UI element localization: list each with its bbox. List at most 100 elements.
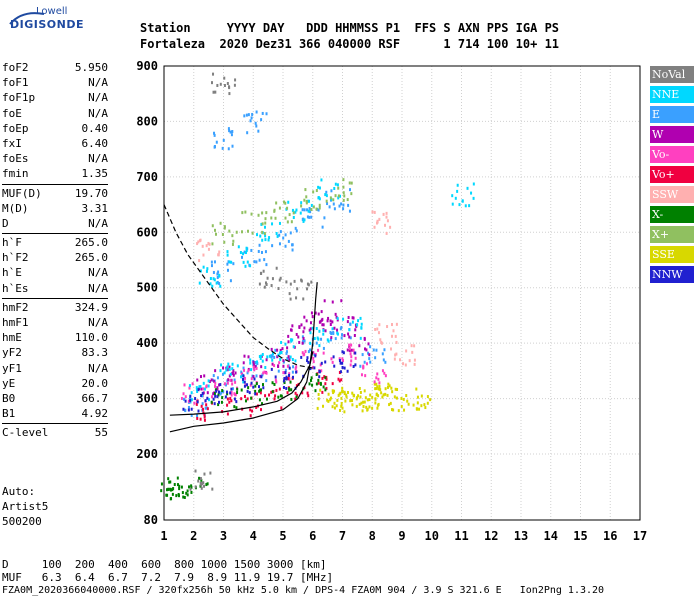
data-point: [289, 297, 292, 301]
data-point: [208, 380, 211, 384]
data-point: [250, 377, 253, 381]
data-point: [378, 323, 381, 327]
data-point: [249, 383, 252, 387]
data-point: [379, 338, 382, 342]
data-point: [214, 388, 217, 392]
data-point: [232, 239, 235, 243]
data-point: [291, 208, 294, 212]
data-point: [274, 378, 277, 382]
data-point: [271, 362, 274, 366]
data-point: [176, 476, 179, 480]
data-point: [210, 378, 213, 382]
data-point: [377, 377, 380, 381]
data-point: [322, 385, 325, 389]
data-point: [234, 78, 237, 82]
data-point: [322, 351, 325, 355]
data-point: [343, 334, 346, 338]
data-point: [342, 203, 345, 207]
data-point: [235, 230, 238, 234]
data-point: [317, 348, 320, 352]
data-point: [338, 359, 341, 363]
data-point: [231, 387, 234, 391]
data-point: [213, 402, 216, 406]
data-point: [391, 323, 394, 327]
data-point: [214, 228, 217, 232]
data-point: [298, 325, 301, 329]
data-point: [321, 390, 324, 394]
data-point: [367, 342, 370, 346]
data-point: [456, 183, 459, 187]
data-point: [416, 401, 419, 405]
data-point: [368, 353, 371, 357]
data-point: [227, 260, 230, 264]
data-point: [261, 353, 264, 357]
data-point: [286, 350, 289, 354]
data-point: [311, 326, 314, 330]
data-point: [288, 358, 291, 362]
data-point: [309, 378, 312, 382]
data-point: [199, 238, 202, 242]
data-point: [228, 129, 231, 133]
data-point: [216, 387, 219, 391]
data-point: [279, 276, 282, 280]
data-point: [228, 85, 231, 89]
data-point: [245, 113, 248, 117]
data-point: [325, 199, 328, 203]
data-point: [182, 397, 185, 401]
data-point: [205, 406, 208, 410]
data-point: [280, 340, 283, 344]
data-point: [291, 248, 294, 252]
data-point: [454, 196, 457, 200]
data-point: [277, 369, 280, 373]
data-point: [377, 402, 380, 406]
data-point: [228, 367, 231, 371]
data-point: [223, 240, 226, 244]
data-point: [203, 374, 206, 378]
data-point: [314, 389, 317, 393]
data-point: [220, 363, 223, 367]
data-point: [343, 366, 346, 370]
data-point: [242, 380, 245, 384]
data-point: [358, 402, 361, 406]
data-point: [228, 400, 231, 404]
parameter-row: C-level 55: [2, 425, 108, 440]
data-point: [255, 366, 258, 370]
data-point: [318, 197, 321, 201]
data-point: [196, 390, 199, 394]
data-point: [190, 490, 193, 494]
data-point: [314, 311, 317, 315]
data-point: [232, 262, 235, 266]
data-point: [318, 329, 321, 333]
data-point: [300, 204, 303, 208]
data-point: [282, 359, 285, 363]
chart-ticks: 1 2 3 4 5 6 7 8 9 10 11 12 13 14 15 16 17802003004005006…: [136, 59, 647, 543]
data-point: [255, 374, 258, 378]
data-point: [311, 383, 314, 387]
data-point: [189, 398, 192, 402]
y-tick-label: 80: [144, 513, 158, 527]
y-tick-label: 400: [136, 336, 158, 350]
parameter-value: N/A: [88, 76, 108, 90]
data-point: [324, 382, 327, 386]
data-point: [223, 382, 226, 386]
data-point: [218, 282, 221, 286]
parameter-value: 3.31: [81, 201, 109, 215]
data-point: [336, 332, 339, 336]
data-point: [362, 366, 365, 370]
data-point: [273, 355, 276, 359]
data-point: [376, 385, 379, 389]
data-point: [229, 378, 232, 382]
data-point: [327, 316, 330, 320]
data-point: [276, 348, 279, 352]
data-point: [322, 323, 325, 327]
data-point: [210, 264, 213, 268]
data-point: [171, 488, 174, 492]
data-point: [326, 338, 329, 342]
data-point: [320, 310, 323, 314]
data-point: [265, 358, 268, 362]
data-point: [380, 391, 383, 395]
data-point: [227, 362, 230, 366]
data-point: [166, 493, 169, 497]
data-point: [348, 343, 351, 347]
